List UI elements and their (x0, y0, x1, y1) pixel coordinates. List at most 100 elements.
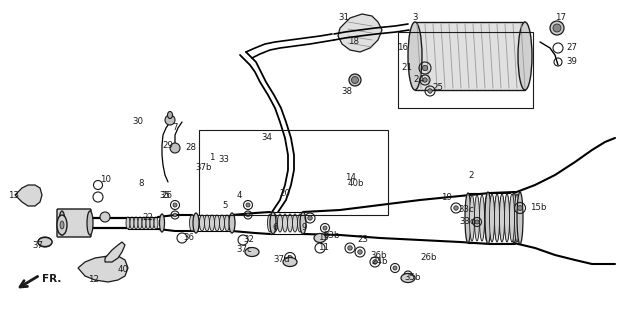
Text: 36: 36 (183, 233, 194, 242)
Text: 33b: 33b (324, 230, 340, 239)
Ellipse shape (484, 195, 490, 241)
Circle shape (406, 273, 410, 277)
Text: 24b: 24b (371, 258, 388, 267)
Circle shape (246, 213, 250, 217)
Ellipse shape (167, 111, 172, 118)
Ellipse shape (465, 193, 471, 243)
Text: 10: 10 (100, 175, 111, 185)
Ellipse shape (159, 214, 164, 232)
Circle shape (553, 24, 561, 32)
Text: 5: 5 (222, 201, 228, 210)
Text: 40: 40 (118, 266, 129, 275)
Circle shape (165, 115, 175, 125)
Ellipse shape (298, 214, 303, 232)
Circle shape (170, 143, 180, 153)
Ellipse shape (60, 221, 64, 229)
Circle shape (423, 78, 427, 82)
Ellipse shape (300, 212, 306, 234)
Ellipse shape (495, 195, 500, 241)
Ellipse shape (59, 211, 65, 235)
Text: FR.: FR. (42, 274, 61, 284)
Bar (415, 22, 525, 90)
Ellipse shape (314, 234, 326, 243)
Text: 27: 27 (566, 44, 577, 52)
Circle shape (173, 213, 177, 217)
Circle shape (422, 65, 428, 71)
Text: 30: 30 (132, 117, 143, 126)
Ellipse shape (288, 214, 293, 232)
Text: 22: 22 (142, 212, 153, 221)
Text: 31: 31 (338, 13, 349, 22)
Circle shape (518, 205, 523, 211)
Ellipse shape (505, 194, 510, 242)
Text: 2: 2 (468, 171, 474, 180)
Circle shape (348, 246, 352, 250)
Text: 33: 33 (218, 156, 229, 164)
Ellipse shape (154, 217, 158, 229)
Ellipse shape (190, 215, 195, 231)
Ellipse shape (146, 217, 150, 229)
Ellipse shape (408, 22, 422, 90)
Ellipse shape (229, 213, 235, 233)
Polygon shape (78, 256, 128, 282)
Polygon shape (338, 14, 382, 52)
FancyBboxPatch shape (57, 209, 91, 237)
Ellipse shape (511, 193, 517, 243)
Circle shape (100, 212, 110, 222)
Ellipse shape (130, 217, 134, 229)
Ellipse shape (474, 195, 479, 241)
Ellipse shape (485, 192, 491, 244)
Text: 37: 37 (32, 241, 43, 250)
Circle shape (428, 89, 432, 93)
Text: 34: 34 (261, 133, 272, 142)
Text: 33d: 33d (459, 218, 476, 227)
Ellipse shape (515, 194, 520, 242)
Ellipse shape (293, 214, 298, 232)
Ellipse shape (38, 237, 52, 246)
Ellipse shape (500, 195, 505, 241)
Ellipse shape (57, 215, 67, 235)
Ellipse shape (500, 194, 505, 242)
Circle shape (349, 74, 361, 86)
Ellipse shape (245, 247, 259, 257)
Text: 7: 7 (172, 124, 178, 132)
Polygon shape (105, 242, 125, 262)
Circle shape (393, 266, 397, 270)
Ellipse shape (205, 215, 210, 231)
Ellipse shape (215, 215, 219, 231)
Ellipse shape (469, 195, 474, 241)
Text: 24: 24 (413, 76, 424, 84)
Bar (398, 32, 533, 108)
Text: 14: 14 (345, 173, 356, 182)
Text: 8: 8 (138, 179, 143, 188)
Text: 4: 4 (237, 190, 242, 199)
Ellipse shape (195, 215, 200, 231)
Circle shape (454, 206, 458, 210)
Text: 23: 23 (357, 236, 368, 244)
Text: 3: 3 (412, 13, 418, 22)
Circle shape (246, 203, 250, 207)
Ellipse shape (210, 215, 215, 231)
Circle shape (475, 220, 479, 224)
Text: 18: 18 (348, 37, 359, 46)
Circle shape (358, 250, 362, 254)
Circle shape (323, 226, 327, 230)
Text: 36b: 36b (370, 252, 386, 260)
Ellipse shape (126, 217, 130, 229)
Circle shape (373, 260, 377, 264)
Circle shape (352, 76, 358, 84)
Text: 26b: 26b (420, 253, 436, 262)
Circle shape (173, 203, 177, 207)
Ellipse shape (142, 217, 146, 229)
Ellipse shape (510, 194, 515, 242)
Text: 39: 39 (566, 58, 577, 67)
Text: 37c: 37c (236, 245, 252, 254)
Text: 13: 13 (8, 191, 19, 201)
Text: 19: 19 (441, 194, 452, 203)
Text: 38: 38 (341, 87, 352, 97)
Ellipse shape (200, 215, 205, 231)
Ellipse shape (490, 195, 495, 241)
Ellipse shape (505, 195, 510, 241)
Text: 37d: 37d (273, 255, 290, 265)
Text: 37b: 37b (195, 164, 212, 172)
